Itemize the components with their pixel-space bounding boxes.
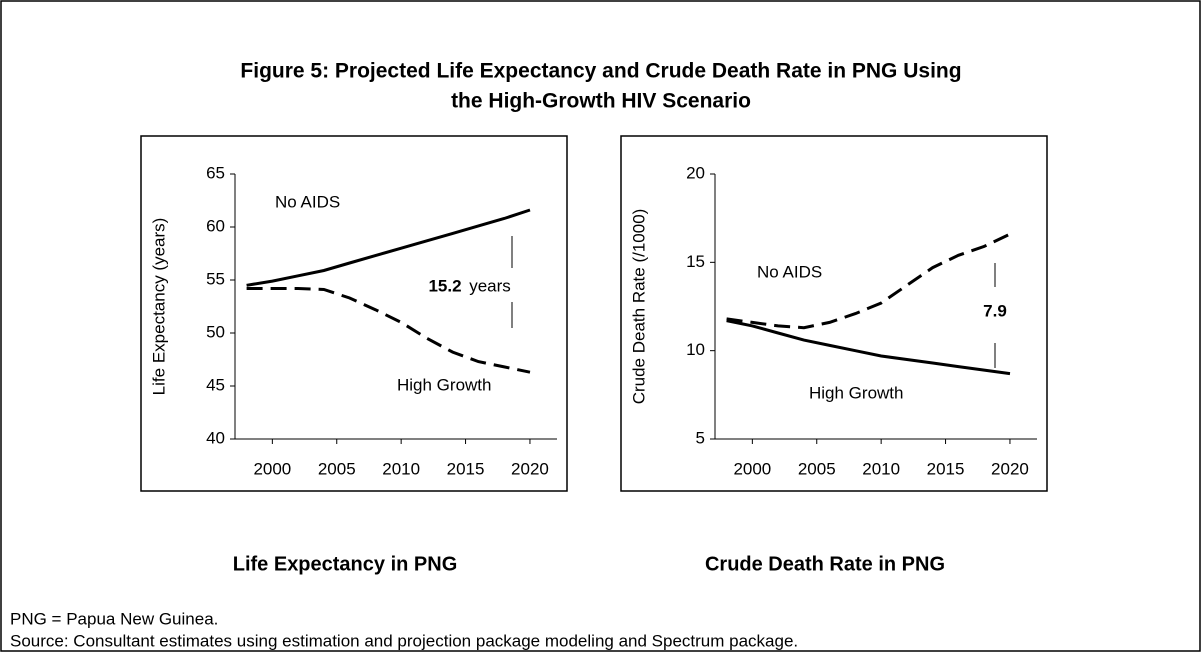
series-line bbox=[726, 319, 1011, 376]
y-tick-label: 60 bbox=[206, 216, 225, 235]
panel-border bbox=[620, 135, 1048, 492]
note: PNG = Papua New Guinea. bbox=[10, 609, 218, 628]
series-label: No AIDS bbox=[275, 192, 340, 211]
x-tick-label: 2015 bbox=[447, 459, 485, 478]
x-tick-label: 2010 bbox=[382, 459, 420, 478]
chart-title: Life Expectancy in PNG bbox=[233, 553, 458, 575]
x-tick-label: 2005 bbox=[318, 459, 356, 478]
series-line bbox=[246, 208, 531, 287]
x-tick-label: 2010 bbox=[862, 459, 900, 478]
series-label: No AIDS bbox=[757, 262, 822, 281]
y-tick-label: 10 bbox=[686, 340, 705, 359]
panel-border bbox=[140, 135, 568, 492]
y-tick-label: 5 bbox=[696, 428, 705, 447]
y-axis-label: Crude Death Rate (/1000) bbox=[629, 209, 648, 405]
annotation: 15.2 bbox=[428, 276, 461, 295]
y-tick-label: 65 bbox=[206, 163, 225, 182]
x-tick-label: 2000 bbox=[733, 459, 771, 478]
series-label: High Growth bbox=[809, 383, 903, 402]
y-tick-label: 20 bbox=[686, 163, 705, 182]
x-tick-label: 2000 bbox=[253, 459, 291, 478]
x-tick-label: 2020 bbox=[991, 459, 1029, 478]
y-tick-label: 50 bbox=[206, 322, 225, 341]
x-tick-label: 2005 bbox=[798, 459, 836, 478]
x-tick-label: 2015 bbox=[927, 459, 965, 478]
figure-title: Figure 5: Projected Life Expectancy and … bbox=[240, 60, 961, 83]
series-line bbox=[726, 232, 1011, 330]
chart-title: Crude Death Rate in PNG bbox=[705, 553, 945, 575]
annotation: years bbox=[469, 276, 511, 295]
x-tick-label: 2020 bbox=[511, 459, 549, 478]
annotation: 7.9 bbox=[983, 301, 1007, 320]
y-tick-label: 45 bbox=[206, 375, 225, 394]
y-tick-label: 40 bbox=[206, 428, 225, 447]
y-tick-label: 55 bbox=[206, 269, 225, 288]
figure-title: the High-Growth HIV Scenario bbox=[451, 90, 751, 113]
y-tick-label: 15 bbox=[686, 252, 705, 271]
note: Source: Consultant estimates using estim… bbox=[10, 631, 798, 650]
series-label: High Growth bbox=[397, 375, 491, 394]
series-line bbox=[246, 287, 531, 374]
y-axis-label: Life Expectancy (years) bbox=[149, 218, 168, 396]
